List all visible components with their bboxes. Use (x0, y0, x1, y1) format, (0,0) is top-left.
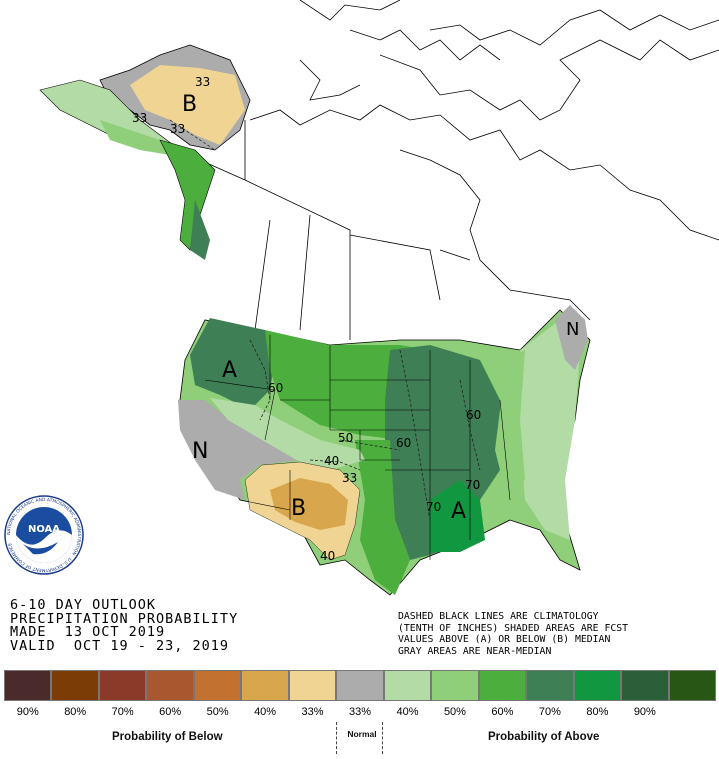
note-line-2: (TENTH OF INCHES) SHADED AREAS ARE FCST (398, 622, 629, 634)
legend-swatch (478, 670, 527, 701)
contour-40: 40 (324, 454, 339, 468)
legend-swatch (573, 670, 622, 701)
outlook-title: 6-10 DAY OUTLOOK (10, 597, 157, 613)
southeast-above-label: A (451, 499, 466, 524)
alaska-below-label: B (182, 92, 197, 117)
legend-label: 40% (254, 706, 277, 718)
legend-label: 33% (301, 706, 324, 718)
contour-60-mid: 60 (396, 436, 411, 450)
note-line-4: GRAY AREAS ARE NEAR-MEDIAN (398, 645, 552, 657)
west-normal-label: N (192, 439, 208, 464)
outlook-header: 6-10 DAY OUTLOOK PRECIPITATION PROBABILI… (10, 597, 300, 654)
probability-below-caption: Probability of Below (112, 731, 223, 743)
noaa-logo: NOAA NATIONAL OCEANIC AND ATMOSPHERIC AD… (4, 495, 84, 575)
made-date: MADE 13 OCT 2019 (10, 624, 166, 640)
legend-swatch (241, 670, 289, 701)
legend-swatch (526, 670, 574, 701)
noaa-logo-text: NOAA (28, 524, 60, 535)
canada-landmass (199, 0, 719, 340)
legend-swatch (383, 670, 432, 701)
legend-label: 90% (16, 706, 39, 718)
legend-label: 60% (491, 706, 514, 718)
legend-label: 50% (443, 706, 466, 718)
contour-70-a: 70 (426, 500, 441, 514)
normal-divider-right (382, 722, 383, 754)
legend-swatch (98, 670, 147, 701)
alaska-contour-33-b: 33 (132, 111, 147, 125)
outlook-subtitle: PRECIPITATION PROBABILITY (10, 610, 239, 627)
normal-caption: Normal (347, 729, 377, 739)
conus-outlook (178, 305, 591, 596)
legend-swatch (668, 670, 717, 701)
southwest-below-label: B (291, 496, 306, 521)
legend-label: 90% (633, 706, 656, 718)
legend-label: 50% (206, 706, 229, 718)
legend-labels: 90% 80% 70% 60% 50% 40% 33% 33% 40% 50% 60% 70% 80% 9… (4, 706, 716, 718)
legend-label: 33% (349, 706, 372, 718)
legend-label: 70% (538, 706, 561, 718)
legend-swatch (51, 670, 99, 701)
alaska-contour-33-c: 33 (170, 122, 185, 136)
contour-50: 50 (338, 431, 353, 445)
normal-divider-left (336, 722, 337, 754)
legend-label: 80% (586, 706, 609, 718)
probability-above-caption: Probability of Above (488, 731, 600, 743)
legend-label: 80% (64, 706, 87, 718)
probability-legend (4, 670, 717, 701)
northwest-above-label: A (222, 358, 237, 383)
note-line-3: VALUES ABOVE (A) OR BELOW (B) MEDIAN (398, 634, 611, 645)
legend-label: 40% (396, 706, 419, 718)
legend-label: 60% (159, 706, 182, 718)
alaska-region (39, 44, 251, 260)
legend-swatch (288, 670, 337, 701)
contour-60-east: 60 (466, 408, 481, 422)
contour-33: 33 (342, 471, 357, 485)
precipitation-outlook-map: B 33 33 33 A N B A N 60 50 40 33 60 60 7… (39, 0, 719, 596)
legend-swatch (621, 670, 669, 701)
contour-70-b: 70 (465, 478, 480, 492)
note-line-1: DASHED BLACK LINES ARE CLIMATOLOGY (398, 611, 599, 622)
legend-label: 70% (111, 706, 134, 718)
map-notes: DASHED BLACK LINES ARE CLIMATOLOGY (TENT… (398, 611, 716, 657)
legend-label (669, 706, 716, 718)
legend-swatch (193, 670, 242, 701)
legend-swatch (431, 670, 479, 701)
legend-swatch (4, 670, 52, 701)
valid-date: VALID OCT 19 - 23, 2019 (10, 637, 230, 654)
alaska-contour-33-a: 33 (195, 75, 210, 89)
contour-60-northwest: 60 (268, 381, 283, 395)
legend-swatch (146, 670, 194, 701)
contour-40-texas: 40 (320, 549, 335, 563)
legend-swatch (336, 670, 384, 701)
northeast-normal-label: N (566, 319, 579, 340)
